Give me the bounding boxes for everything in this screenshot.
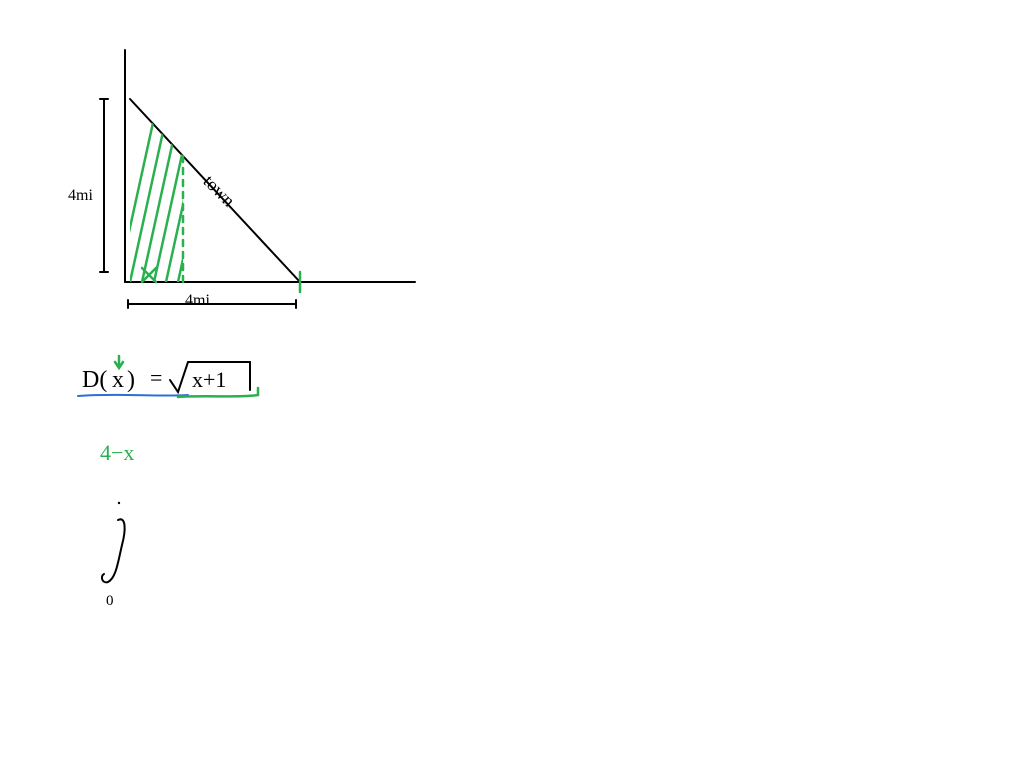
integral-upper-dot bbox=[118, 502, 120, 504]
x-axis-label: 4mi bbox=[185, 292, 210, 309]
density-function-equation: D( x ) = x+1 bbox=[82, 356, 250, 393]
y-axis-label: 4mi bbox=[68, 187, 93, 204]
whiteboard-canvas: 4mi 4mi town D( x ) = x+1 4−x 0 bbox=[0, 0, 1024, 768]
height-expression: 4−x bbox=[100, 440, 134, 465]
equals-sign: = bbox=[150, 365, 162, 390]
svg-text:x: x bbox=[112, 367, 124, 393]
town-label: town bbox=[199, 171, 239, 211]
underline-blue bbox=[78, 395, 188, 396]
x-axis-bracket bbox=[128, 300, 296, 308]
svg-text:): ) bbox=[127, 367, 135, 393]
y-axis-bracket bbox=[100, 99, 108, 272]
hatched-strip bbox=[118, 100, 218, 282]
integral-lower-bound: 0 bbox=[106, 593, 114, 609]
svg-text:x+1: x+1 bbox=[192, 367, 226, 392]
svg-text:D(: D( bbox=[82, 367, 107, 393]
integral-symbol: 0 bbox=[102, 502, 125, 609]
